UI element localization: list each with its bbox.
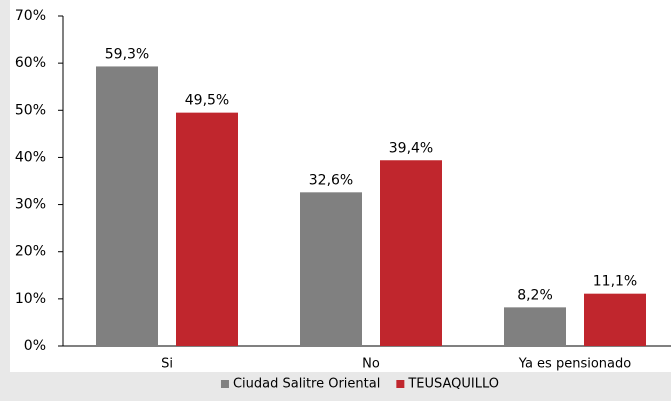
y-tick-label: 60% — [15, 55, 46, 71]
bar — [300, 192, 362, 346]
x-tick-label: Si — [161, 357, 173, 372]
y-tick-label: 70% — [15, 8, 46, 24]
value-label: 39,4% — [389, 140, 433, 156]
value-label: 32,6% — [309, 172, 353, 188]
legend-swatch — [396, 380, 405, 388]
legend-label: TEUSAQUILLO — [407, 377, 499, 392]
x-tick-label: Ya es pensionado — [518, 357, 631, 372]
y-tick-label: 40% — [15, 149, 46, 165]
bar — [504, 307, 566, 346]
y-tick-label: 20% — [15, 244, 46, 260]
value-label: 49,5% — [185, 93, 229, 109]
bar — [176, 112, 238, 347]
bar — [96, 66, 158, 346]
bar — [584, 293, 646, 346]
value-label: 11,1% — [593, 274, 637, 290]
legend-label: Ciudad Salitre Oriental — [233, 377, 380, 392]
legend-swatch — [220, 380, 229, 388]
y-tick-label: 0% — [24, 338, 46, 354]
value-label: 8,2% — [517, 287, 553, 303]
y-tick-label: 10% — [15, 291, 46, 307]
value-label: 59,3% — [105, 46, 149, 62]
y-tick-label: 30% — [15, 197, 46, 213]
x-tick-label: No — [362, 357, 380, 372]
bar — [380, 160, 442, 346]
y-tick-label: 50% — [15, 102, 46, 118]
